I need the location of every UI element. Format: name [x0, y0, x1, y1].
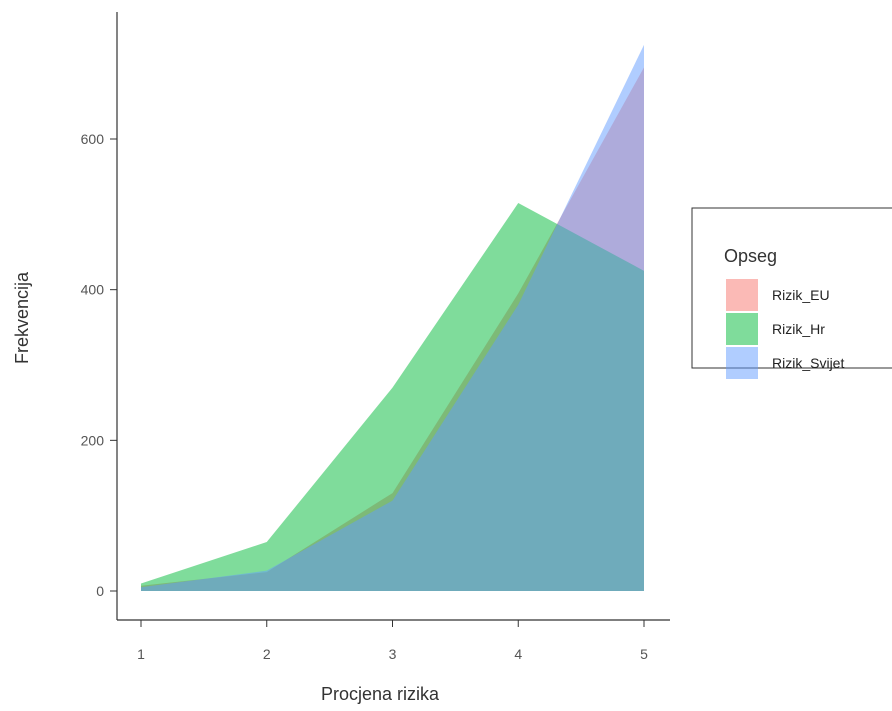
legend-swatch — [726, 279, 758, 311]
y-axis-title: Frekvencija — [12, 271, 32, 364]
legend: Opseg Rizik_EU Rizik_Hr Rizik_Svijet — [691, 207, 892, 379]
y-tick-label: 600 — [81, 131, 105, 147]
legend-swatch — [726, 347, 758, 379]
y-tick-label: 400 — [81, 282, 105, 298]
x-axis-title: Procjena rizika — [321, 684, 440, 704]
legend-label: Rizik_Hr — [772, 321, 825, 337]
y-tick-label: 200 — [81, 432, 105, 448]
legend-label: Rizik_EU — [772, 287, 830, 303]
area-rizik-svijet — [141, 44, 644, 592]
x-tick-label: 3 — [389, 646, 397, 662]
x-tick-label: 1 — [137, 646, 145, 662]
legend-label: Rizik_Svijet — [772, 355, 844, 371]
legend-box — [691, 207, 892, 369]
y-tick-label: 0 — [96, 583, 104, 599]
legend-title: Opseg — [724, 246, 777, 266]
x-tick-label: 2 — [263, 646, 271, 662]
plot-areas — [141, 44, 644, 592]
x-axis-ticks: 1 2 3 4 5 — [137, 620, 648, 662]
y-axis-ticks: 0 200 400 600 — [81, 131, 117, 599]
legend-items: Rizik_EU Rizik_Hr Rizik_Svijet — [726, 279, 844, 379]
x-tick-label: 4 — [514, 646, 522, 662]
x-tick-label: 5 — [640, 646, 648, 662]
legend-swatch — [726, 313, 758, 345]
